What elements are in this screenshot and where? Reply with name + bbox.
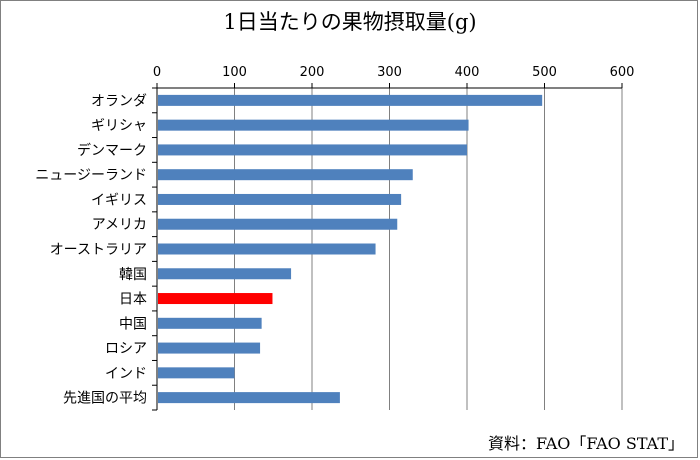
bar: [158, 293, 273, 305]
category-label: 先進国の平均: [63, 391, 147, 407]
category-label: 中国: [119, 316, 147, 332]
x-tick-label: 400: [455, 65, 480, 80]
chart-title: 1日当たりの果物摂取量(g): [223, 10, 477, 34]
category-label: ギリシャ: [91, 118, 147, 134]
category-label: 日本: [119, 292, 147, 308]
category-label: ニュージーランド: [35, 168, 147, 184]
category-label: インド: [105, 366, 147, 382]
bar: [158, 119, 469, 131]
bar: [158, 243, 376, 255]
x-tick-label: 500: [532, 65, 557, 80]
bar: [158, 144, 467, 156]
category-label: イギリス: [91, 192, 147, 208]
category-label: デンマーク: [77, 142, 147, 159]
category-label: 韓国: [119, 267, 147, 283]
x-tick-label: 0: [153, 65, 161, 80]
bar: [158, 367, 235, 379]
source-note: 資料：FAO「FAO STAT」: [488, 434, 684, 453]
bar: [158, 193, 402, 205]
x-tick-label: 300: [377, 65, 402, 80]
x-tick-label: 100: [222, 65, 247, 80]
category-label: オーストラリア: [50, 242, 147, 258]
category-label: アメリカ: [92, 217, 147, 233]
x-tick-label: 600: [610, 65, 635, 80]
bar: [158, 268, 292, 280]
bar: [158, 218, 398, 230]
category-label: ロシア: [105, 341, 147, 357]
bar: [158, 392, 340, 404]
bar: [158, 94, 543, 106]
bar: [158, 317, 262, 329]
x-tick-label: 200: [300, 65, 325, 80]
category-label: オランダ: [91, 93, 147, 109]
bar: [158, 342, 261, 354]
bar: [158, 169, 413, 181]
